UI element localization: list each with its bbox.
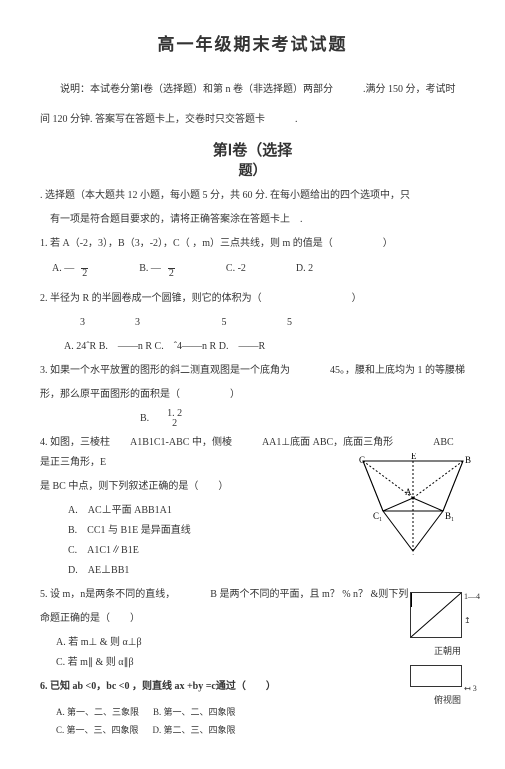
q5-text-a: 5. 设 m，n是两条不同的直线， B 是两个不同的平面，且 m？ % n？ &… — [40, 585, 465, 605]
arrow-3: ↤ 3 — [464, 684, 477, 693]
q1-opt-b: B. — 2 — [139, 258, 176, 279]
desc-line-2: 间 120 分钟. 答案写在答题卡上，交卷时只交答题卡 . — [40, 109, 465, 131]
section-title: 第Ⅰ卷（选择 — [40, 139, 465, 160]
q2-nums: 3 3 5 5 — [80, 313, 465, 333]
top-view-box — [410, 665, 462, 687]
q5-opts: A. 若 m⊥ & 则 α⊥β — [56, 633, 465, 653]
q1-opt-c: C. -2 — [226, 258, 246, 279]
q5-opt-a: A. 若 m⊥ & 则 α⊥β — [56, 633, 142, 653]
front-view-caption: 正朝用 — [410, 644, 485, 657]
q2-options: A. 24ˆR B. ——n R C. ˆ4——n R D. ——R — [64, 337, 465, 357]
q3-text-a: 3. 如果一个水平放置的图形的斜二测直观图是一个底角为 45。，腰和上底均为 1… — [40, 361, 465, 381]
q5-text-b: 命题正确的是（ ） — [40, 609, 465, 629]
front-view-box — [410, 592, 462, 638]
svg-text:A: A — [405, 487, 412, 497]
q5-opt-c: C. 若 m∥ & 则 α∥β — [56, 653, 134, 673]
arrow-14: 1—4 — [464, 592, 480, 602]
q1-opt-d: D. 2 — [296, 258, 313, 279]
svg-text:B₁: B₁ — [445, 511, 454, 521]
q6-opt-b: B. 第一、二、四象限 — [153, 703, 236, 721]
svg-text:E: E — [411, 453, 417, 461]
q2-text: 2. 半径为 R 的半圆卷成一个圆锥，则它的体积为（ ） — [40, 289, 465, 309]
q1-options: A. — 2 B. — 2 C. -2 D. 2 — [52, 258, 465, 279]
q6-text: 6. 已知 ab <0，bc <0 ，则直线 ax +by =c通过（ ） — [40, 677, 465, 697]
q1-opt-a: A. — 2 — [52, 258, 89, 279]
page-title: 高一年级期末考试试题 — [40, 30, 465, 55]
section-sub: 题） — [40, 160, 465, 180]
q6-opts-row1: A. 第一、二、三象限 B. 第一、二、四象限 — [56, 703, 465, 721]
q6-opt-c: C. 第一、三、四象限 — [56, 721, 139, 739]
intro-1: . 选择题（本大题共 12 小题，每小题 5 分，共 60 分. 在每小题给出的… — [40, 186, 465, 206]
q3-text-b: 形，那么原平面图形的面积是（ ） — [40, 385, 465, 405]
prism-diagram: C E B A C₁ B₁ A₁ — [355, 453, 475, 555]
q6-opt-d: D. 第二、三、四象限 — [153, 721, 236, 739]
q6-opts-row2: C. 第一、三、四象限 D. 第二、三、四象限 — [56, 721, 465, 739]
svg-text:C: C — [359, 455, 365, 465]
top-view-caption: 俯视图 — [410, 693, 485, 706]
svg-text:A₁: A₁ — [410, 553, 420, 555]
arrow-up-icon: ↥ — [464, 616, 480, 626]
desc-line-1: 说明：本试卷分第Ⅰ卷（选择题）和第 n 卷（非选择题）两部分 .满分 150 分… — [40, 79, 465, 101]
q3-opt: B. 1. 22 — [140, 409, 465, 429]
intro-2: 有一项是符合题目要求的，请将正确答案涂在答题卡上 . — [40, 210, 465, 230]
q4-opt-d: D. AE⊥BB1 — [68, 561, 465, 581]
q1-text: 1. 若 A（-2，3），B（3，-2），C（ ，m）三点共线，则 m 的值是（… — [40, 234, 465, 254]
svg-text:B: B — [465, 455, 471, 465]
projection-figures: 1—4 ↥ 正朝用 ↤ 3 俯视图 — [410, 592, 485, 714]
q6-opt-a: A. 第一、二、三象限 — [56, 703, 139, 721]
svg-text:C₁: C₁ — [373, 511, 382, 521]
q5-opts-2: C. 若 m∥ & 则 α∥β — [56, 653, 465, 673]
